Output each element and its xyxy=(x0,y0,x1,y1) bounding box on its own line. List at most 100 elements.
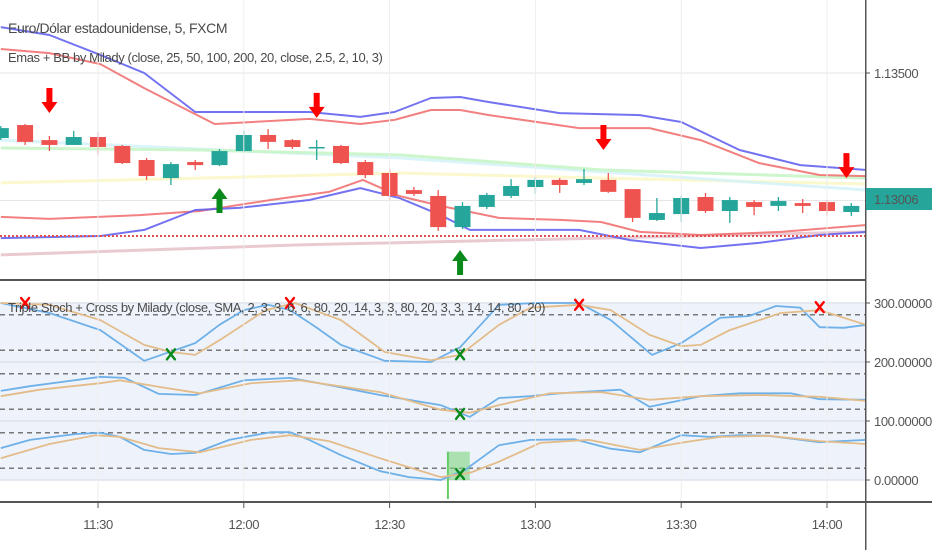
candle[interactable] xyxy=(721,196,738,223)
candle-body xyxy=(478,194,495,207)
bb-lower-inner-line xyxy=(0,178,865,236)
candle[interactable] xyxy=(114,144,131,165)
candle-body xyxy=(114,145,131,164)
sell-arrow-icon xyxy=(595,125,612,151)
pane-separator[interactable] xyxy=(0,279,865,281)
candle[interactable] xyxy=(0,126,9,141)
sell-arrow-icon xyxy=(41,88,58,114)
stoch-indicator-legend[interactable]: Triple Stoch + Cross by Milady (close, S… xyxy=(8,300,546,315)
candle-body xyxy=(600,179,617,192)
sell-arrow-icon xyxy=(838,153,855,179)
symbol-title[interactable]: Euro/Dólar estadounidense, 5, FXCM xyxy=(8,20,228,36)
stoch-tick-label: 0.00000 xyxy=(874,473,918,488)
stoch-1-d-line xyxy=(0,302,867,362)
stoch-tick-label: 100.00000 xyxy=(874,414,932,429)
candle-body xyxy=(0,128,9,139)
candle-body xyxy=(697,196,714,212)
candle[interactable] xyxy=(41,136,58,152)
candle-body xyxy=(405,190,422,194)
candle[interactable] xyxy=(17,124,34,145)
bb-lower-outer-line xyxy=(0,187,865,249)
bb-upper-outer-line xyxy=(0,26,865,171)
candle[interactable] xyxy=(624,189,641,222)
candle-body xyxy=(65,137,82,145)
candle[interactable] xyxy=(357,159,374,179)
candle[interactable] xyxy=(503,179,520,198)
candle-body xyxy=(794,203,811,206)
candle-body xyxy=(576,179,592,183)
candle-body xyxy=(770,201,787,206)
candle-body xyxy=(454,205,471,228)
candle[interactable] xyxy=(746,200,763,216)
buy-cross-icon xyxy=(165,348,177,361)
candle[interactable] xyxy=(576,168,592,185)
candle[interactable] xyxy=(187,159,204,170)
candle[interactable] xyxy=(333,144,349,165)
bb-upper-inner-line xyxy=(0,48,865,178)
candle[interactable] xyxy=(162,162,179,185)
candle-body xyxy=(187,162,204,166)
main-indicator-legend[interactable]: Emas + BB by Milady (close, 25, 50, 100,… xyxy=(8,50,383,65)
candle[interactable] xyxy=(697,192,714,214)
buy-arrow-icon xyxy=(211,188,228,214)
sell-cross-icon xyxy=(284,296,296,310)
candle[interactable] xyxy=(430,190,447,231)
candle-body xyxy=(357,162,374,176)
candle-body xyxy=(430,195,447,228)
candle-body xyxy=(746,202,763,207)
candle-body xyxy=(162,164,179,179)
candle-body xyxy=(17,125,34,142)
stoch-band-bg xyxy=(0,421,865,480)
time-tick-label: 11:30 xyxy=(83,517,113,532)
candle[interactable] xyxy=(600,173,617,193)
candle[interactable] xyxy=(843,203,860,217)
sell-cross-icon xyxy=(814,300,825,314)
time-tick-label: 13:00 xyxy=(520,517,551,532)
candle[interactable] xyxy=(648,198,665,221)
sell-cross-icon xyxy=(573,298,585,311)
sell-cross-icon xyxy=(19,296,31,310)
time-tick-label: 13:30 xyxy=(666,517,697,532)
candle-body xyxy=(624,189,641,218)
buy-cross-icon xyxy=(454,348,466,361)
time-tick-label: 12:30 xyxy=(374,517,405,532)
candle[interactable] xyxy=(260,129,277,150)
time-axis-border xyxy=(0,501,932,503)
stoch-band-bg xyxy=(0,303,865,362)
candle-body xyxy=(503,186,520,196)
ema200-line xyxy=(0,230,865,257)
last-price-badge xyxy=(866,188,932,211)
candle[interactable] xyxy=(284,139,301,150)
candle-body xyxy=(648,213,665,220)
last-price-label: 1.13006 xyxy=(874,192,918,207)
time-tick-label: 12:00 xyxy=(229,517,260,532)
candle[interactable] xyxy=(65,130,82,145)
candle-body xyxy=(843,205,860,213)
price-pane[interactable] xyxy=(0,26,866,276)
candle-body xyxy=(721,200,738,212)
candle-body xyxy=(260,134,277,142)
candle[interactable] xyxy=(551,178,568,193)
candle[interactable] xyxy=(405,187,422,196)
time-tick-label: 14:00 xyxy=(812,517,843,532)
candle[interactable] xyxy=(794,199,811,214)
candle[interactable] xyxy=(138,157,155,180)
ema50-line xyxy=(0,138,865,192)
ema100-line xyxy=(0,171,865,186)
candle-body xyxy=(308,146,325,149)
candle[interactable] xyxy=(454,202,471,230)
stoch-1-k-line xyxy=(0,302,867,363)
stoch-tick-label: 200.00000 xyxy=(874,355,932,370)
candle[interactable] xyxy=(211,149,228,167)
candle[interactable] xyxy=(478,192,495,209)
stochastic-pane[interactable] xyxy=(0,296,867,499)
stoch-2-d-line xyxy=(0,379,866,414)
price-tick-label: 1.13500 xyxy=(874,66,918,81)
candle[interactable] xyxy=(308,140,325,160)
stoch-3-d-line xyxy=(0,434,866,478)
sell-arrow-icon xyxy=(308,92,325,118)
buy-cross-icon xyxy=(454,407,466,421)
candle[interactable] xyxy=(770,196,787,212)
